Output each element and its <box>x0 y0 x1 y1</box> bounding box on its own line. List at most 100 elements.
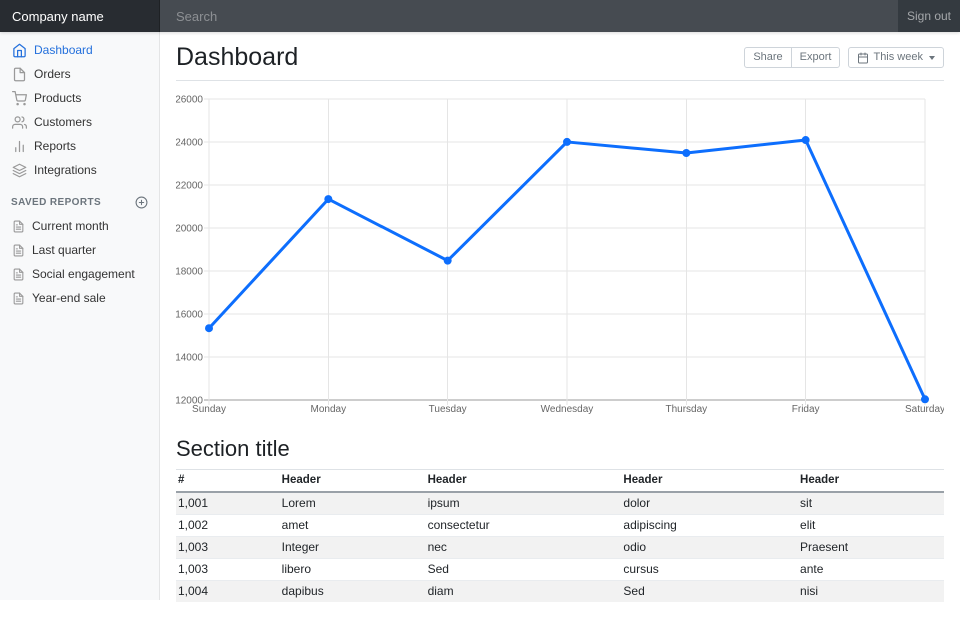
x-axis-tick-label: Tuesday <box>429 404 467 415</box>
x-axis-tick-label: Sunday <box>192 404 226 415</box>
file-text-icon <box>12 244 25 257</box>
chart-point <box>682 149 690 157</box>
table-cell: 1,004 <box>176 581 280 603</box>
chart-point <box>205 324 213 332</box>
y-axis-tick-label: 18000 <box>176 267 203 278</box>
share-button[interactable]: Share <box>744 47 791 68</box>
sidebar-list-item: Reports <box>0 134 160 158</box>
sidebar-list-item: Last quarter <box>0 238 160 262</box>
table-cell: Sed <box>621 581 798 603</box>
sidebar-list-item: Products <box>0 86 160 110</box>
sidebar-item-social-engagement[interactable]: Social engagement <box>0 262 160 286</box>
sidebar-item-label: Customers <box>34 114 92 130</box>
section-title: Section title <box>176 437 944 461</box>
y-axis-tick-label: 24000 <box>176 138 203 149</box>
layers-icon <box>12 163 27 178</box>
y-axis-tick-label: 22000 <box>176 181 203 192</box>
file-icon <box>12 67 27 82</box>
x-axis-tick-label: Wednesday <box>541 404 594 415</box>
sidebar-item-last-quarter[interactable]: Last quarter <box>0 238 160 262</box>
table-cell: Praesent <box>798 537 944 559</box>
table-cell: cursus <box>621 559 798 581</box>
calendar-icon <box>857 52 869 64</box>
sidebar-item-label: Integrations <box>34 162 97 178</box>
sidebar-list-item: Orders <box>0 62 160 86</box>
sidebar-item-label: Last quarter <box>32 242 96 258</box>
users-icon <box>12 115 27 130</box>
table-cell: dolor <box>621 492 798 515</box>
x-axis-tick-label: Monday <box>311 404 347 415</box>
sidebar-nav: Dashboard Orders Products Customers Reports I… <box>0 38 160 182</box>
sidebar-item-products[interactable]: Products <box>0 86 160 110</box>
sign-out-link[interactable]: Sign out <box>907 9 951 23</box>
sidebar-item-reports[interactable]: Reports <box>0 134 160 158</box>
period-dropdown-button[interactable]: This week <box>848 47 944 68</box>
share-export-group: Share Export <box>744 47 840 68</box>
page-title: Dashboard <box>176 44 298 71</box>
chart-point <box>802 136 810 144</box>
table-cell: diam <box>426 581 622 603</box>
table-cell: dapibus <box>280 581 426 603</box>
chart-point <box>444 257 452 265</box>
caret-down-icon <box>929 56 935 60</box>
search-input[interactable] <box>160 0 898 32</box>
table-cell: sit <box>798 492 944 515</box>
y-axis-tick-label: 20000 <box>176 224 203 235</box>
chart-point <box>563 138 571 146</box>
export-button[interactable]: Export <box>791 47 841 68</box>
x-axis-tick-label: Friday <box>792 404 820 415</box>
sidebar-item-dashboard[interactable]: Dashboard <box>0 38 160 62</box>
sidebar-item-current-month[interactable]: Current month <box>0 214 160 238</box>
sidebar-item-label: Year-end sale <box>32 290 106 306</box>
table-cell: elit <box>798 515 944 537</box>
table-cell: consectetur <box>426 515 622 537</box>
bar-chart-icon <box>12 139 27 154</box>
table-header-cell: Header <box>621 470 798 493</box>
saved-reports-nav: Current month Last quarter Social engageme… <box>0 214 160 310</box>
file-text-icon <box>12 292 25 305</box>
table-cell: adipiscing <box>621 515 798 537</box>
table-cell: 1,001 <box>176 492 280 515</box>
sidebar-item-orders[interactable]: Orders <box>0 62 160 86</box>
chart-point <box>324 195 332 203</box>
sidebar: Dashboard Orders Products Customers Reports I… <box>0 32 160 600</box>
table-cell: Lorem <box>280 492 426 515</box>
sidebar-list-item: Year-end sale <box>0 286 160 310</box>
period-label: This week <box>873 51 923 64</box>
sidebar-item-label: Reports <box>34 138 76 154</box>
sidebar-item-year-end-sale[interactable]: Year-end sale <box>0 286 160 310</box>
sidebar-item-label: Current month <box>32 218 109 234</box>
sidebar-item-integrations[interactable]: Integrations <box>0 158 160 182</box>
sidebar-list-item: Dashboard <box>0 38 160 62</box>
sidebar-item-label: Orders <box>34 66 71 82</box>
chart-point <box>921 395 929 403</box>
table-cell: Integer <box>280 537 426 559</box>
table-cell: 1,002 <box>176 515 280 537</box>
toolbar: Share Export This week <box>744 47 944 68</box>
sidebar-item-label: Dashboard <box>34 42 93 58</box>
sidebar-list-item: Customers <box>0 110 160 134</box>
file-text-icon <box>12 268 25 281</box>
sidebar-list-item: Integrations <box>0 158 160 182</box>
table-cell: nec <box>426 537 622 559</box>
plus-circle-icon[interactable] <box>135 196 148 209</box>
table-cell: Sed <box>426 559 622 581</box>
table-cell: ante <box>798 559 944 581</box>
table-cell: ipsum <box>426 492 622 515</box>
sidebar-item-customers[interactable]: Customers <box>0 110 160 134</box>
table-cell: 1,003 <box>176 537 280 559</box>
sidebar-item-label: Products <box>34 90 81 106</box>
table-cell: libero <box>280 559 426 581</box>
y-axis-tick-label: 14000 <box>176 353 203 364</box>
table-cell: odio <box>621 537 798 559</box>
brand-link[interactable]: Company name <box>0 0 160 32</box>
